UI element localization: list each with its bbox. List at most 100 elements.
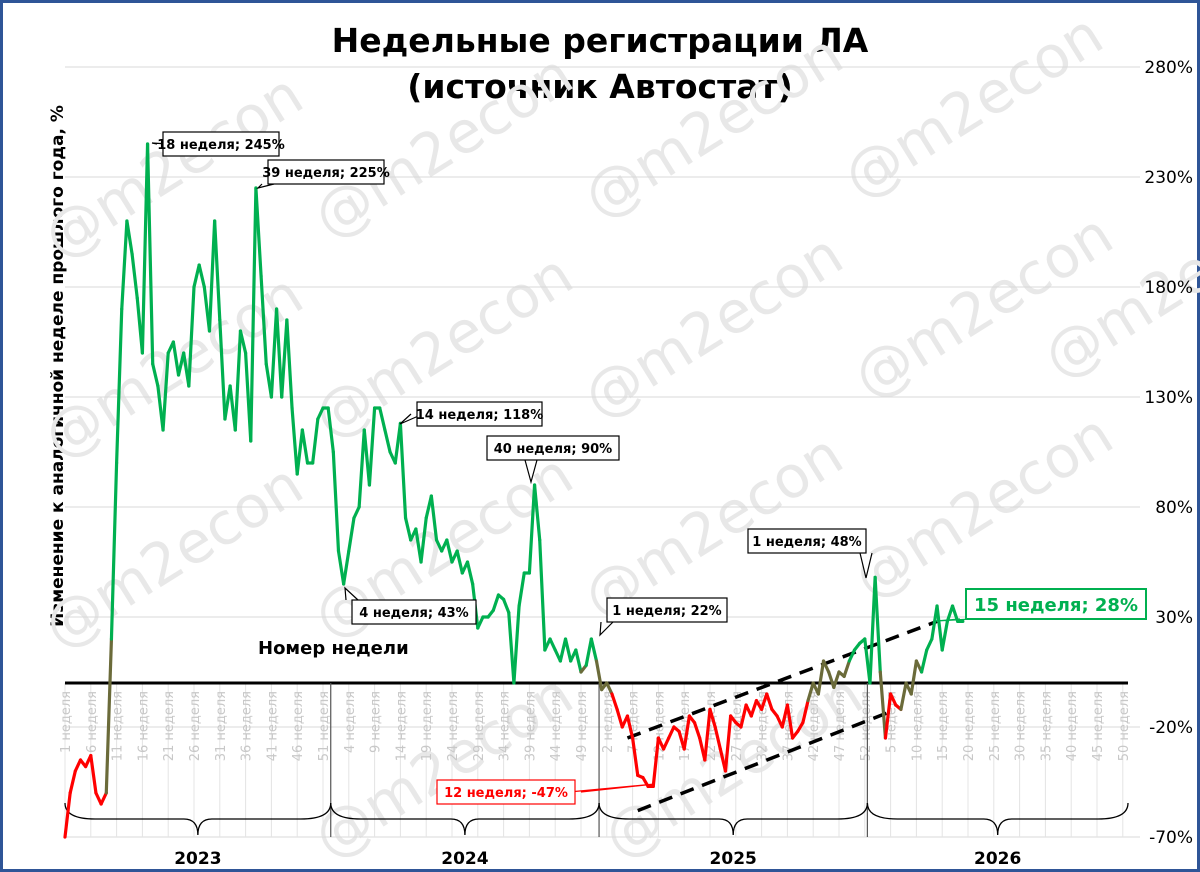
series-segment [342, 549, 351, 586]
series-segment [661, 736, 671, 751]
annotation-box [416, 401, 543, 427]
series-segment [398, 421, 408, 520]
series-segment [274, 307, 284, 399]
series-segment [574, 648, 583, 674]
annotation-label: 14 неделя; 118% [416, 408, 544, 423]
x-tick-label: 16 неделя [136, 691, 151, 761]
series-segment [816, 659, 826, 696]
series-segment [842, 659, 851, 679]
series-segment [192, 263, 201, 289]
annotation-box [747, 528, 867, 554]
x-tick-label: 39 неделя [523, 691, 538, 761]
series-segment [806, 681, 815, 703]
y-tick-label: 30% [1155, 608, 1193, 628]
series-segment [919, 648, 929, 674]
x-tick-label: 41 неделя [265, 691, 280, 761]
series-segment [692, 720, 702, 740]
annotation-layer: 18 неделя; 245% 39 неделя; 225% 14 неделя;… [151, 131, 1147, 805]
series-segment [140, 142, 150, 355]
series-segment [197, 263, 206, 289]
x-tick-label: 27 неделя [730, 691, 745, 761]
series-segment [507, 610, 516, 685]
series-segment [114, 307, 124, 465]
y-tick-label: 130% [1144, 388, 1193, 408]
series-segment [801, 698, 810, 725]
series-segment [233, 329, 243, 432]
series-segment [403, 516, 413, 542]
chart-title-line1: Недельные регистрации ЛА [331, 21, 869, 60]
series-segment [331, 450, 341, 553]
series-segment [311, 417, 320, 465]
series-segment [218, 318, 227, 421]
annotation-pointer [859, 552, 873, 579]
series-segment [527, 483, 537, 575]
series-segment [285, 318, 294, 410]
annotation-box [486, 435, 620, 461]
watermark-text: @m2econ [301, 40, 584, 252]
series-layer [63, 142, 965, 839]
x-tick-label: 47 неделя [833, 691, 848, 761]
series-segment [749, 698, 759, 718]
series-segment [491, 593, 501, 613]
series-segment [589, 637, 599, 663]
x-tick-label: 29 неделя [472, 691, 487, 761]
grid-layer [64, 66, 1140, 838]
watermark-text: @m2econ [831, 0, 1114, 212]
chart-title-line2: (источник Автостат) [407, 67, 793, 106]
series-segment [708, 707, 717, 729]
series-segment [89, 753, 98, 795]
series-segment [548, 637, 557, 652]
series-segment [605, 681, 614, 696]
x-tick-label: 49 неделя [575, 691, 590, 761]
series-segment [259, 274, 268, 366]
x-tick-label: 50 неделя [1117, 691, 1132, 761]
x-tick-label: 20 неделя [962, 691, 977, 761]
x-tick-label: 30 неделя [1014, 691, 1029, 761]
annotation-label: 39 неделя; 225% [262, 166, 390, 181]
series-segment [145, 142, 155, 366]
series-segment [873, 575, 882, 674]
series-segment [615, 707, 624, 729]
watermark-text: @m2econ [571, 20, 854, 232]
series-segment [63, 791, 72, 839]
series-segment [161, 351, 170, 432]
watermark-text: @m2econ [571, 220, 854, 432]
y-tick-label: 230% [1144, 168, 1193, 188]
series-segment [558, 637, 568, 663]
annotation-label: 1 неделя; 22% [612, 604, 721, 619]
x-tick-label: 44 неделя [549, 691, 564, 761]
series-segment [316, 406, 325, 421]
series-segment [476, 615, 485, 630]
series-segment [465, 560, 475, 586]
x-tick-label: 2 неделя [601, 691, 616, 753]
series-segment [584, 637, 593, 668]
series-segment [238, 329, 248, 355]
series-segment [357, 428, 366, 509]
series-segment [532, 483, 542, 542]
series-segment [713, 725, 722, 751]
series-segment [73, 758, 83, 773]
year-brace [598, 802, 869, 836]
series-segment [909, 659, 919, 696]
y-tick-label: 180% [1144, 278, 1193, 298]
x-tick-label: 34 неделя [498, 691, 513, 761]
series-segment [682, 714, 691, 751]
series-segment [300, 428, 310, 465]
series-segment [739, 703, 748, 729]
series-segment [868, 575, 877, 685]
series-segment [796, 720, 805, 734]
series-segment [899, 681, 908, 712]
y-tick-layer: -70% -20% 30% 80% 130% 180% 230% 280% [1144, 58, 1193, 848]
annotation-box [965, 588, 1147, 620]
series-segment [883, 692, 893, 740]
x-tick-label: 21 неделя [162, 691, 177, 761]
x-tick-label: 45 неделя [1091, 691, 1106, 761]
series-segment [832, 670, 841, 690]
x-tick-label: 10 неделя [910, 691, 925, 761]
series-segment [151, 362, 160, 388]
y-tick-label: -70% [1149, 828, 1193, 848]
x-tick-label: 14 неделя [394, 691, 409, 761]
trend-channel-line [626, 619, 938, 740]
series-segment [759, 692, 769, 712]
series-segment [610, 692, 619, 712]
